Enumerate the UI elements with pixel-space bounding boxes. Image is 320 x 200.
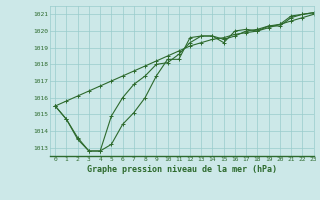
X-axis label: Graphe pression niveau de la mer (hPa): Graphe pression niveau de la mer (hPa) xyxy=(87,165,276,174)
